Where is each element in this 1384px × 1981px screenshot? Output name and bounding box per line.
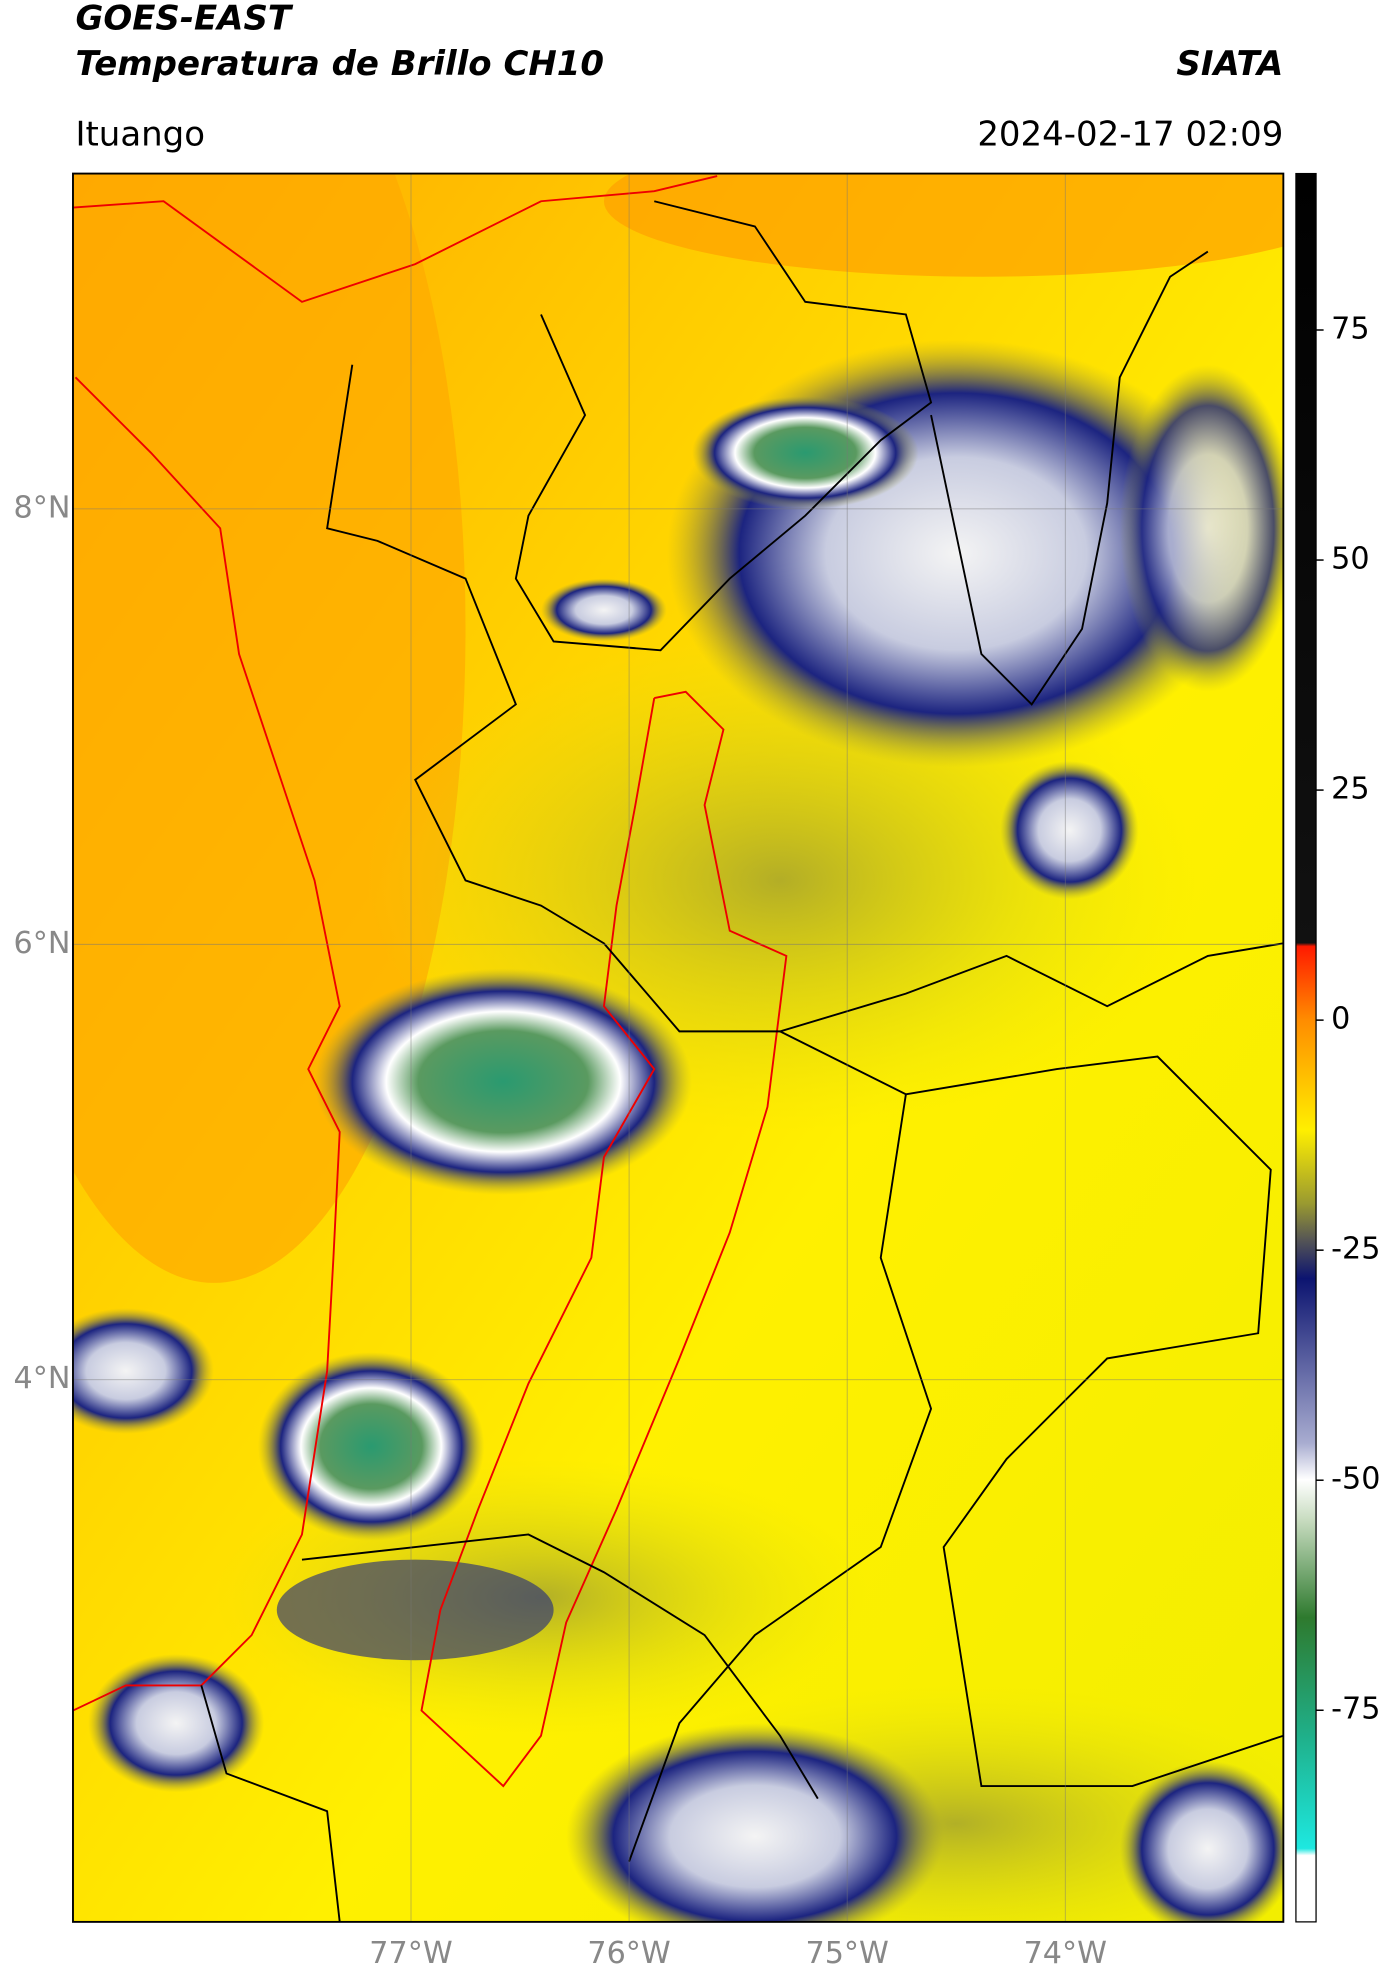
y-tick-label: 8°N [14,490,71,525]
title: GOES-EAST [75,0,293,39]
colorbar-tick-label: -50 [1331,1462,1380,1497]
x-tick-label: 76°W [587,1936,670,1971]
location: Ituango [75,114,205,154]
y-tick-label: 4°N [14,1361,71,1396]
y-tick-label: 6°N [14,926,71,961]
satellite-image [72,173,1284,1922]
colorbar-tick-label: 75 [1331,312,1369,347]
subtitle: Temperatura de Brillo CH10 [75,44,604,84]
map-frame [72,172,1285,1923]
x-tick-label: 74°W [1024,1936,1107,1971]
grid [72,173,1284,1922]
colorbar-tick-label: 0 [1331,1002,1350,1037]
x-tick-label: 75°W [805,1936,888,1971]
colorbar-tick-label: -75 [1331,1692,1380,1727]
colorbar-tick-label: 50 [1331,542,1369,577]
colorbar [1295,172,1317,1923]
colorbar-tick-label: 25 [1331,772,1369,807]
brand: SIATA [1176,44,1283,84]
colorbar-tick-label: -25 [1331,1232,1380,1267]
timestamp: 2024-02-17 02:09 [977,114,1283,154]
x-tick-label: 77°W [369,1936,452,1971]
